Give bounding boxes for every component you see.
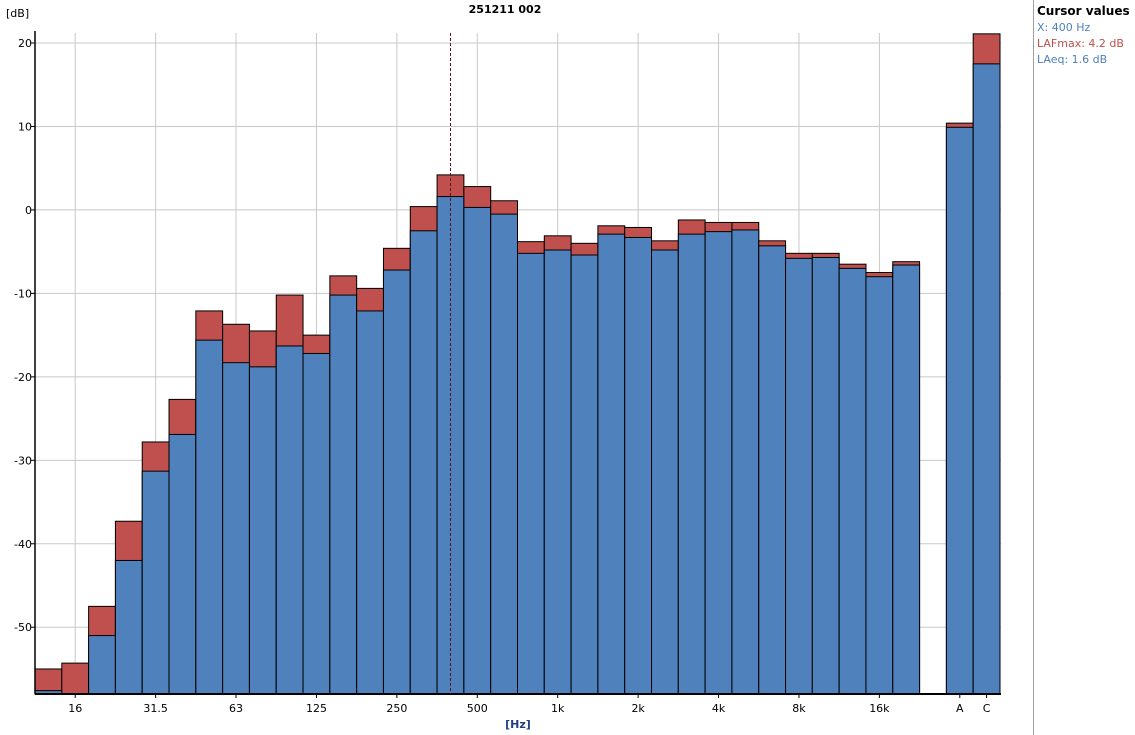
cursor-laeq-value: LAeq: 1.6 dB (1037, 53, 1108, 66)
cursor-x-value: X: 400 Hz (1037, 21, 1091, 34)
bar-laeq-2k (624, 236, 653, 695)
bar-laeq-50 (195, 339, 224, 695)
cursor-lafmax-value: LAFmax: 4.2 dB (1037, 37, 1124, 50)
chart-title: 251211 002 (468, 3, 542, 16)
bar-laeq-4k (704, 231, 733, 695)
bar-laeq-31.5 (141, 470, 170, 695)
bar-laeq-100 (275, 345, 304, 695)
y-tick-label: -20 (14, 371, 32, 384)
bar-laeq-40 (168, 433, 197, 695)
bar-laeq-6.3k (758, 245, 787, 695)
spectrum-chart[interactable]: 20 10 0 -10 -20 -30 -40 -50 [dB] 16 31.5 63 125 250 50… (0, 0, 1033, 735)
bar-laeq-1.25k (570, 254, 599, 695)
x-tick-label: 1k (551, 702, 565, 715)
bar-laeq-63 (222, 362, 250, 695)
y-tick-label: -10 (14, 287, 32, 300)
bar-laeq-8k (785, 257, 813, 695)
bar-laeq-20k (892, 264, 921, 695)
bar-laeq-80 (248, 366, 277, 695)
x-tick-label: 2k (631, 702, 645, 715)
bar-laeq-20 (88, 635, 116, 695)
x-axis-label: [Hz] (505, 718, 531, 731)
y-tick-label: -40 (14, 538, 32, 551)
bar-laeq-16k (865, 276, 894, 695)
y-tick-label: 10 (18, 120, 32, 133)
bar-laeq-800 (517, 252, 545, 695)
x-tick-label: 16 (68, 702, 82, 715)
bar-laeq-25 (114, 559, 143, 695)
cursor-values-panel: Cursor values X: 400 Hz LAFmax: 4.2 dB L… (1033, 0, 1135, 735)
x-tick-label: 500 (467, 702, 488, 715)
x-tick-label: C (983, 702, 991, 715)
y-tick-label: 0 (25, 204, 32, 217)
cursor-values-title: Cursor values (1037, 4, 1130, 18)
bar-laeq-160 (329, 294, 358, 695)
x-tick-label: 63 (229, 702, 243, 715)
x-tick-label: A (956, 702, 964, 715)
bar-laeq-5k (731, 229, 760, 695)
y-tick-label: -30 (14, 454, 32, 467)
bar-laeq-1.6k (597, 233, 626, 695)
x-tick-label: 250 (386, 702, 407, 715)
y-tick-label: 20 (18, 37, 32, 50)
bar-laeq-2.5k (651, 249, 679, 695)
bar-lafmax-16 (61, 662, 90, 695)
x-tick-label: 16k (869, 702, 890, 715)
bar-laeq-250 (382, 269, 411, 695)
x-tick-label: 125 (306, 702, 327, 715)
y-tick-label: -50 (14, 621, 32, 634)
x-tick-label: 8k (792, 702, 806, 715)
bar-laeq-12.5k (838, 267, 867, 695)
bar-laeq-3.15k (677, 233, 706, 695)
y-axis-label: [dB] (6, 7, 29, 20)
bar-laeq-315 (409, 230, 438, 695)
bar-laeq-A (945, 126, 974, 695)
bar-laeq-1k (543, 249, 572, 695)
bar-laeq-200 (356, 310, 384, 695)
x-tick-label: 4k (712, 702, 726, 715)
bar-laeq-C (972, 63, 1001, 695)
bar-laeq-10k (811, 257, 840, 695)
bar-laeq-630 (490, 213, 519, 695)
x-tick-label: 31.5 (143, 702, 168, 715)
bar-laeq-500 (463, 206, 492, 695)
bar-laeq-125 (302, 352, 331, 695)
